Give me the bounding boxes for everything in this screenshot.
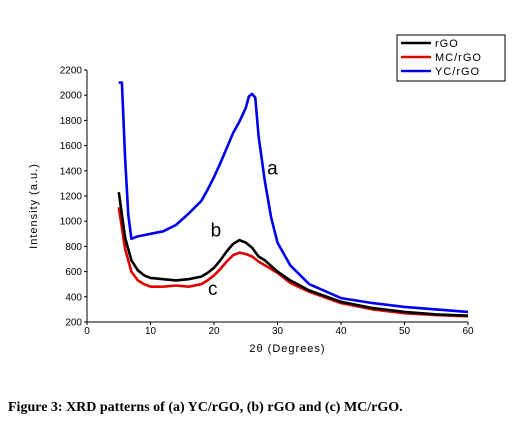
series-line-rgo (117, 192, 469, 317)
legend-label: rGO (435, 38, 459, 50)
series-line-mc-rgo (117, 207, 469, 318)
x-tick-label: 20 (208, 326, 220, 337)
y-tick-label: 2200 (60, 66, 83, 77)
y-tick-label: 2000 (60, 91, 83, 102)
x-tick-label: 50 (399, 326, 411, 337)
xrd-chart: 0 10 20 30 40 50 60 200 400 600 800 1000 1200 1400 160… (28, 34, 506, 356)
y-tick-label: 600 (65, 267, 82, 278)
y-tick-label: 1400 (60, 166, 83, 177)
y-axis-title: Intensity (a.u.) (28, 163, 40, 249)
legend: rGO MC/rGO YC/rGO (396, 34, 506, 82)
x-tick-label: 30 (272, 326, 284, 337)
curve-label-c: c (208, 279, 218, 300)
series-line-yc-rgo (118, 81, 469, 314)
x-tick-label: 0 (84, 326, 90, 337)
y-tick-label: 1000 (60, 217, 83, 228)
y-tick-label: 1600 (60, 141, 83, 152)
legend-label: MC/rGO (435, 52, 482, 64)
x-axis-title: 2θ (Degrees) (249, 343, 325, 355)
y-tick-label: 1200 (60, 192, 83, 203)
curve-labels: b c a (208, 159, 278, 300)
y-tick-label: 800 (65, 242, 82, 253)
y-tick-label: 1800 (60, 116, 83, 127)
x-tick-label: 40 (335, 326, 347, 337)
curve-label-a: a (267, 159, 278, 180)
curves (117, 81, 469, 318)
x-tick-label: 10 (145, 326, 157, 337)
x-tick-label: 60 (462, 326, 474, 337)
y-tick-label: 400 (65, 292, 82, 303)
axes: 0 10 20 30 40 50 60 200 400 600 800 1000 1200 1400 160… (28, 66, 474, 356)
legend-label: YC/rGO (435, 66, 480, 78)
figure-caption: Figure 3: XRD patterns of (a) YC/rGO, (b… (8, 400, 403, 415)
curve-label-b: b (211, 220, 222, 241)
y-tick-label: 200 (65, 318, 82, 329)
